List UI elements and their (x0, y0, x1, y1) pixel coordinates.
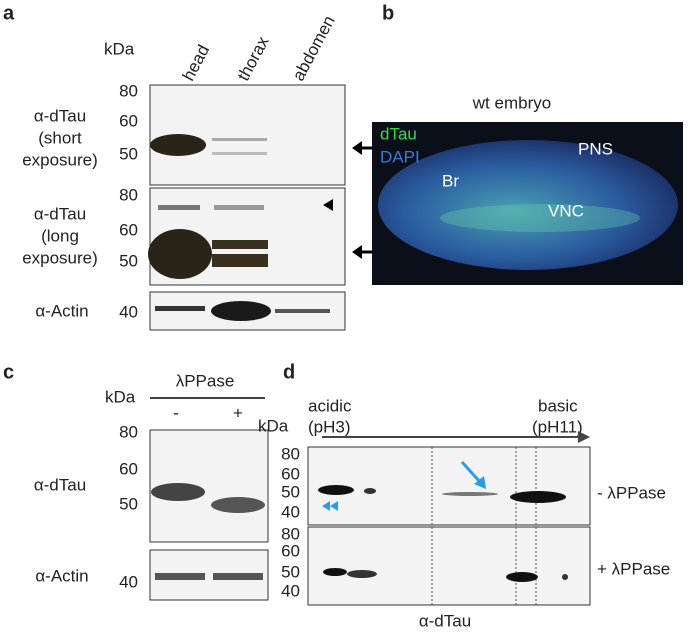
condition: - λPPase (597, 483, 666, 502)
size-marker: 80 (119, 422, 138, 441)
arrow (352, 141, 362, 155)
region: PNS (578, 139, 613, 158)
size-marker: 60 (119, 459, 138, 478)
panel-label: c (3, 361, 14, 383)
band (151, 483, 205, 501)
band (214, 205, 264, 210)
size-marker: 50 (119, 251, 138, 270)
size-marker: 60 (119, 111, 138, 130)
size-marker: 50 (119, 144, 138, 163)
unit: kDa (105, 387, 136, 406)
lane-label: + (233, 403, 243, 422)
band (150, 134, 206, 156)
ph-arrow (578, 431, 590, 443)
size-marker: 40 (281, 502, 300, 521)
size-marker: 80 (119, 185, 138, 204)
region: VNC (548, 201, 584, 220)
size-marker: 40 (281, 581, 300, 600)
spot (347, 570, 377, 578)
spot (506, 572, 538, 582)
blot-label: (short (38, 128, 82, 147)
band (211, 301, 271, 321)
blot (307, 446, 591, 526)
lane-label: thorax (234, 33, 273, 84)
panel-label: a (3, 2, 15, 24)
arrow (352, 245, 362, 259)
condition: + λPPase (597, 559, 670, 578)
band (212, 138, 267, 141)
vnc (440, 204, 640, 232)
embryo (378, 140, 678, 270)
size-marker: 40 (119, 302, 138, 321)
lane-label: abdomen (289, 12, 339, 84)
blot-label: α-dTau (34, 106, 86, 125)
lane-label: head (179, 42, 214, 84)
region: Br (442, 171, 459, 190)
antibody: α-dTau (419, 611, 471, 630)
size-marker: 50 (119, 494, 138, 513)
acidic: (pH3) (308, 417, 351, 436)
panel-label: d (283, 361, 295, 383)
blue-arrow (474, 476, 486, 489)
band (155, 306, 205, 311)
size-marker: 60 (119, 220, 138, 239)
spot (318, 485, 354, 495)
band (212, 240, 268, 249)
unit: kDa (104, 39, 135, 58)
channel: dTau (380, 124, 417, 143)
band (158, 205, 200, 210)
blot-label: exposure) (22, 248, 98, 267)
spot (510, 491, 566, 503)
blot-label: α-Actin (35, 301, 88, 320)
panel-label: b (382, 2, 394, 24)
lane-label: - (173, 403, 179, 422)
unit: kDa (258, 416, 289, 435)
spot (364, 488, 376, 494)
blue-arrow (460, 460, 482, 484)
size-marker: 60 (281, 541, 300, 560)
band (148, 229, 212, 279)
arrowhead (323, 199, 333, 211)
channel: DAPI (380, 147, 420, 166)
basic: (pH11) (532, 417, 583, 436)
spot (442, 492, 498, 496)
band (211, 497, 265, 513)
size-marker: 50 (281, 562, 300, 581)
band (212, 152, 267, 155)
spot (323, 568, 347, 576)
blue-arrowheads (322, 501, 338, 511)
title: wt embryo (472, 93, 551, 112)
blot-label: α-Actin (35, 566, 88, 585)
blot-label: exposure) (22, 150, 98, 169)
band (212, 254, 268, 267)
acidic: acidic (308, 396, 352, 415)
band (213, 573, 263, 580)
treatment: λPPase (176, 371, 235, 390)
band (275, 309, 330, 313)
size-marker: 60 (281, 464, 300, 483)
basic: basic (538, 396, 578, 415)
blot-label: (long (41, 226, 79, 245)
band (155, 573, 205, 580)
blot-label: α-dTau (34, 475, 86, 494)
size-marker: 80 (281, 444, 300, 463)
spot (562, 574, 568, 580)
size-marker: 80 (281, 524, 300, 543)
size-marker: 40 (119, 572, 138, 591)
size-marker: 80 (119, 81, 138, 100)
blot-label: α-dTau (34, 204, 86, 223)
size-marker: 50 (281, 482, 300, 501)
blot (307, 526, 591, 606)
